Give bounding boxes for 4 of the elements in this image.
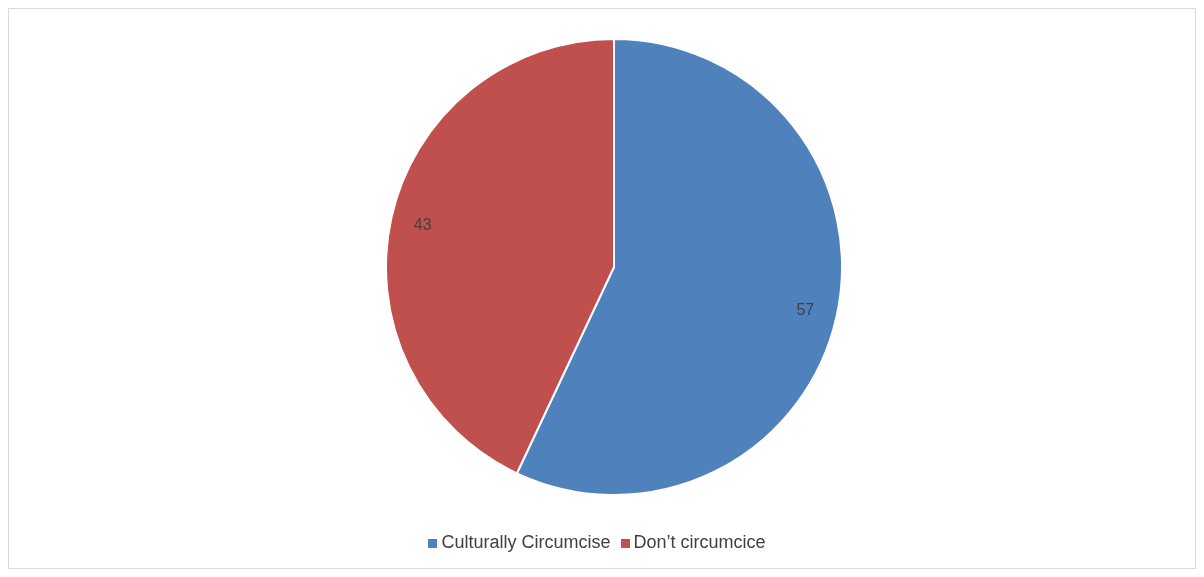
legend-label: Don’t circumcice [633, 532, 766, 552]
data-label: 57 [796, 301, 815, 319]
legend-label: Culturally Circumcise [441, 532, 611, 552]
data-label: 43 [413, 215, 432, 233]
